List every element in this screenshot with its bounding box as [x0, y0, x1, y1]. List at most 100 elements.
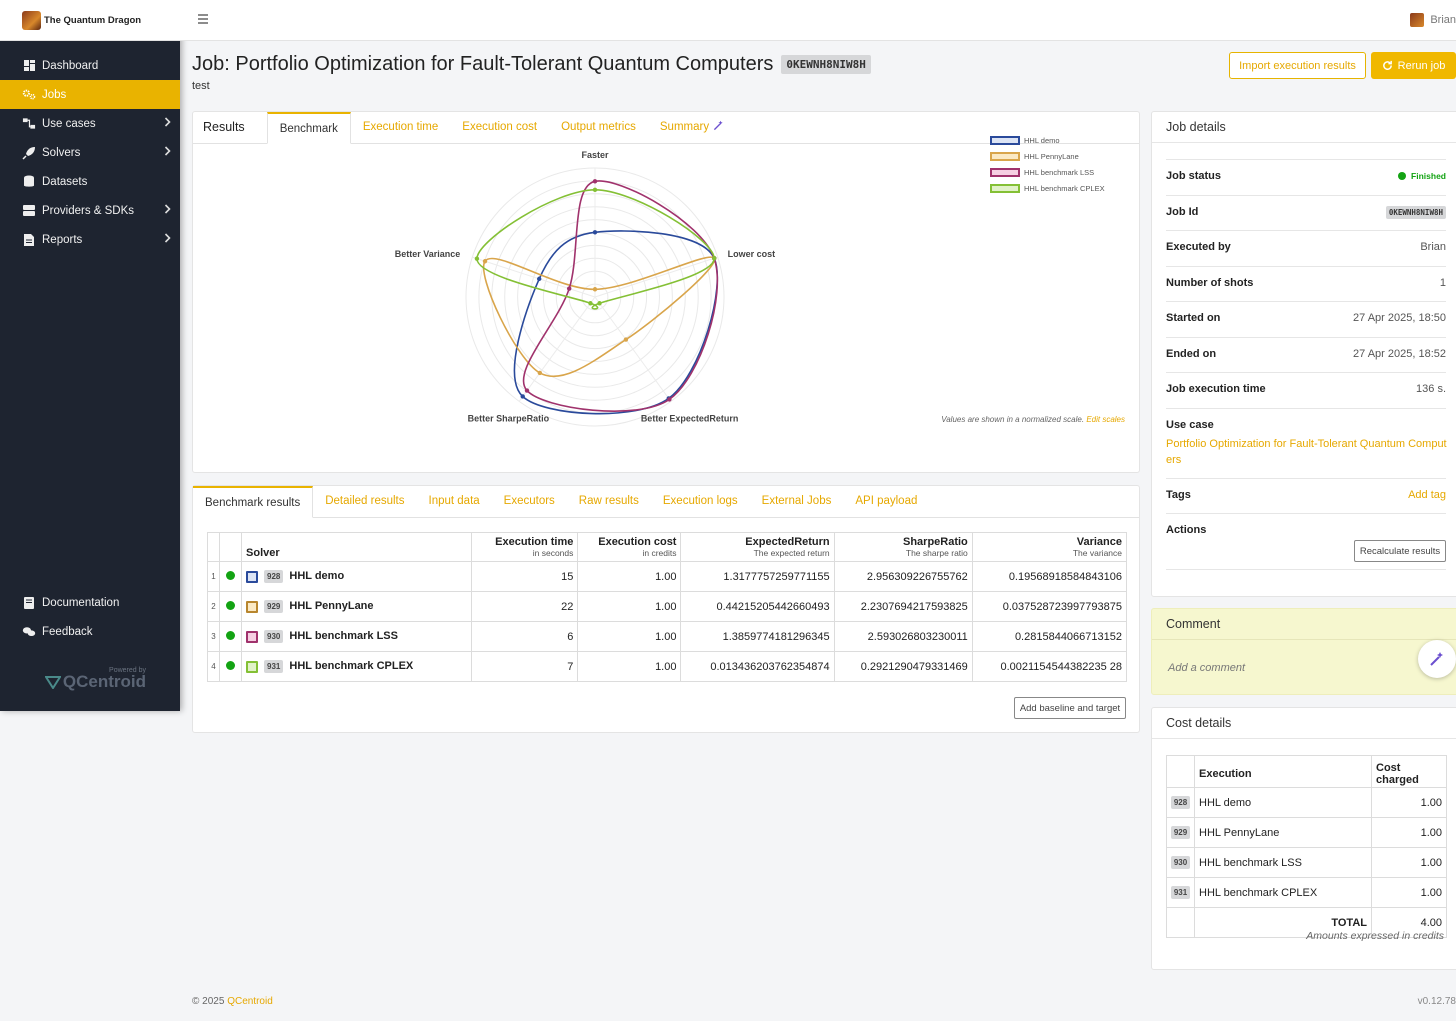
executed-by-value: Brian	[1420, 241, 1446, 253]
column-header-sub: The expected return	[753, 548, 830, 558]
radar-series-line	[513, 230, 719, 415]
cost-table: Execution Cost charged 928 HHL demo 1.00 92…	[1166, 755, 1447, 938]
tab-execution-time[interactable]: Execution time	[351, 111, 450, 143]
tab-benchmark[interactable]: Benchmark	[266, 112, 351, 144]
brand[interactable]: The Quantum Dragon	[0, 0, 180, 41]
tab-benchmark-results[interactable]: Benchmark results	[193, 486, 314, 518]
use-case-link[interactable]: Portfolio Optimization for Fault-Toleran…	[1166, 438, 1447, 466]
job-id-row: Job Id 0KEWNH8NIW8H	[1166, 194, 1446, 219]
import-execution-results-button[interactable]: Import execution results	[1229, 52, 1366, 79]
radar-series-line	[476, 188, 716, 310]
radar-series[interactable]	[482, 256, 717, 378]
page-title-text: Job: Portfolio Optimization for Fault-To…	[192, 53, 774, 75]
tab-summary[interactable]: Summary	[648, 111, 736, 143]
table-header-row: Solver Execution time in seconds Execution …	[207, 532, 1128, 562]
radar-point	[566, 286, 572, 291]
recalculate-results-button[interactable]: Recalculate results	[1354, 540, 1446, 562]
radar-axis-label: Better ExpectedReturn	[641, 413, 739, 423]
sidebar-item-providers-sdks[interactable]: Providers & SDKs	[0, 196, 180, 225]
solver-name[interactable]: HHL PennyLane	[289, 600, 374, 613]
sidebar-item-use-cases[interactable]: Use cases	[0, 109, 180, 138]
legend-item[interactable]: HHL PennyLane	[990, 148, 1105, 164]
number-of-shots-value: 1	[1439, 276, 1446, 289]
rerun-job-button[interactable]: Rerun job	[1371, 52, 1456, 79]
edit-scales-link[interactable]: Edit scales	[1086, 415, 1125, 424]
solver-id-badge: 931	[264, 660, 284, 674]
footer-qcentroid-link[interactable]: QCentroid	[227, 996, 273, 1007]
legend-item[interactable]: HHL benchmark CPLEX	[990, 180, 1105, 196]
tab-label: Detailed results	[325, 495, 405, 507]
time-cell: 22	[471, 591, 579, 622]
cost-cell: 1.00	[577, 621, 682, 652]
tab-output-metrics[interactable]: Output metrics	[549, 111, 648, 143]
cost-row: 930 HHL benchmark LSS 1.00	[1166, 847, 1447, 878]
radar-series[interactable]	[474, 187, 717, 310]
table-row[interactable]: 2 929 HHL PennyLane 22 1.00 0.442152054426604…	[207, 591, 1128, 622]
sidebar-item-reports[interactable]: Reports	[0, 225, 180, 254]
time-cell: 6	[471, 621, 579, 652]
radar-point	[474, 256, 480, 261]
add-tag-link[interactable]: Add tag	[1408, 489, 1446, 501]
column-header-sub: The sharpe ratio	[905, 548, 968, 558]
tab-execution-logs[interactable]: Execution logs	[651, 485, 750, 517]
time-cell: 7	[471, 651, 579, 682]
series-swatch	[246, 600, 259, 613]
table-row[interactable]: 4 931 HHL benchmark CPLEX 7 1.00 0.0134362037…	[207, 651, 1128, 682]
status-dot-icon	[226, 570, 235, 580]
sidebar-item-datasets[interactable]: Datasets	[0, 167, 180, 196]
table-row[interactable]: 3 930 HHL benchmark LSS 6 1.00 1.385977418129…	[207, 621, 1128, 652]
actions-row: Actions	[1166, 513, 1446, 569]
cost-total-blank	[1166, 907, 1195, 938]
results-label: Results	[203, 120, 245, 134]
table-row[interactable]: 1 928 HHL demo 15 1.00 1.3177757259771155 2.95…	[207, 561, 1128, 592]
tags-label: Tags	[1166, 489, 1191, 501]
variance-cell: 0.0021154544382235 28	[971, 651, 1128, 682]
execution-header: Execution	[1194, 755, 1372, 788]
tab-external-jobs[interactable]: External Jobs	[750, 485, 844, 517]
tab-detailed-results[interactable]: Detailed results	[313, 485, 416, 517]
hamburger-menu-icon[interactable]	[197, 13, 209, 28]
cost-row: 929 HHL PennyLane 1.00	[1166, 817, 1447, 848]
legend-item[interactable]: HHL demo	[990, 132, 1105, 148]
legend-swatch	[990, 167, 1020, 177]
solver-name[interactable]: HHL benchmark CPLEX	[289, 660, 414, 673]
add-baseline-button[interactable]: Add baseline and target	[1014, 697, 1126, 719]
sidebar-item-feedback[interactable]: Feedback	[0, 617, 180, 646]
status-dot-icon	[226, 600, 235, 610]
comment-input[interactable]: Add a comment	[1168, 662, 1246, 674]
execution-name: HHL benchmark LSS	[1194, 847, 1372, 878]
tab-execution-cost[interactable]: Execution cost	[450, 111, 549, 143]
row-index: 3	[207, 621, 220, 652]
sidebar-item-dashboard[interactable]: Dashboard	[0, 51, 180, 80]
tab-input-data[interactable]: Input data	[417, 485, 492, 517]
status-cell	[218, 651, 243, 682]
series-swatch	[246, 660, 259, 673]
user-menu[interactable]: Brian	[1410, 13, 1456, 27]
database-icon	[22, 175, 36, 189]
status-header	[218, 532, 243, 562]
sidebar-item-solvers[interactable]: Solvers	[0, 138, 180, 167]
tab-raw-results[interactable]: Raw results	[567, 485, 651, 517]
status-badge: Finished	[1398, 170, 1446, 182]
cost-details-title: Cost details	[1152, 708, 1456, 739]
solver-name[interactable]: HHL demo	[289, 570, 345, 583]
tab-label: API payload	[855, 495, 918, 507]
rocket-icon	[22, 146, 36, 160]
cost-table-header: Execution Cost charged	[1166, 755, 1447, 788]
solver-name[interactable]: HHL benchmark LSS	[289, 630, 398, 643]
execution-id-badge: 928	[1170, 796, 1191, 810]
sharpe-cell: 2.2307694217593825	[833, 591, 973, 622]
legend-item[interactable]: HHL benchmark LSS	[990, 164, 1105, 180]
chevron-right-icon	[164, 146, 171, 159]
sidebar-item-jobs[interactable]: Jobs	[0, 80, 180, 109]
sidebar-item-label: Jobs	[42, 88, 67, 101]
job-code-badge: 0KEWNH8NIW8H	[781, 55, 871, 74]
tab-api-payload[interactable]: API payload	[843, 485, 929, 517]
sidebar-item-documentation[interactable]: Documentation	[0, 588, 180, 617]
job-execution-time-value: 136 s.	[1416, 383, 1446, 395]
ai-magic-button[interactable]	[1418, 640, 1456, 678]
variance-cell: 0.19568918584843106	[971, 561, 1128, 592]
tab-executors[interactable]: Executors	[492, 485, 567, 517]
benchmark-table: Solver Execution time in seconds Execution …	[207, 532, 1128, 682]
radar-series[interactable]	[513, 230, 719, 415]
